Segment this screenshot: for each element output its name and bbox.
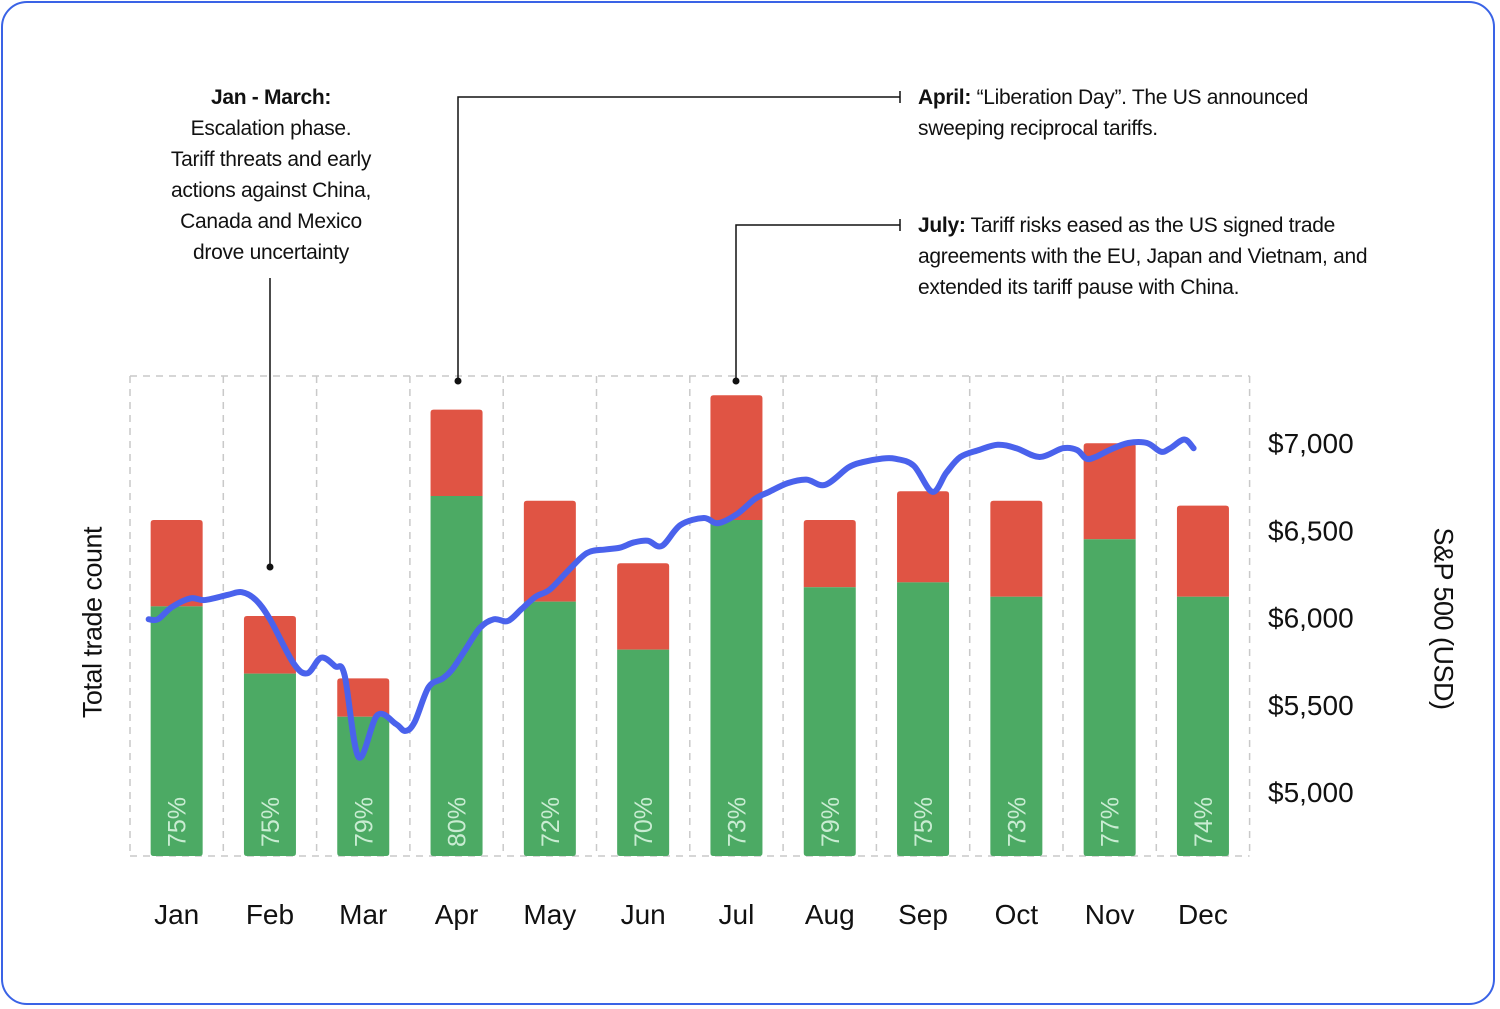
x-tick-label: Apr [435, 899, 479, 930]
bar-green-jun [617, 649, 670, 856]
x-tick-label: Sep [898, 899, 948, 930]
annotation-april: April: “Liberation Day”. The US announce… [918, 82, 1388, 144]
bar-percent-label: 73% [723, 797, 751, 847]
annotation-jan-march-line: actions against China, [170, 179, 372, 202]
bar-green-dec [1176, 596, 1229, 856]
bar-green-jan [150, 606, 203, 856]
x-tick-label: Jun [621, 899, 666, 930]
y-tick-label-right: $5,000 [1268, 777, 1354, 808]
bar-percent-label: 79% [817, 797, 845, 847]
bar-green-aug [803, 587, 856, 856]
x-tick-label: Dec [1178, 899, 1228, 930]
labels: 75% Jan 75% Feb 79% Mar 80% Apr 72% May 70% Jun 73% J… [154, 428, 1354, 930]
bar-green-sep [897, 582, 950, 856]
bar-green-may [523, 601, 576, 856]
bar-percent-label: 75% [164, 797, 192, 847]
bar-percent-label: 74% [1190, 797, 1218, 847]
leader-dot [266, 563, 274, 571]
bar-green-apr [430, 496, 483, 856]
bar-percent-label: 72% [537, 797, 565, 847]
leader-april [457, 96, 900, 381]
bar-green-nov [1083, 539, 1136, 856]
bar-green-mar [337, 716, 390, 856]
bar-percent-label: 77% [1097, 797, 1125, 847]
bar-percent-label: 80% [444, 797, 472, 847]
bar-red-dec [1176, 505, 1229, 597]
bar-red-apr [430, 409, 483, 496]
annotation-jan-march-line: Canada and Mexico [180, 210, 362, 233]
bar-red-oct [990, 500, 1043, 597]
bar-percent-label: 75% [910, 797, 938, 847]
x-tick-label: Jul [719, 899, 755, 930]
y-axis-title-right: S&P 500 (USD) [1428, 527, 1459, 710]
y-tick-label-right: $6,500 [1268, 515, 1354, 546]
y-axis-title-left: Total trade count [77, 526, 108, 719]
x-tick-label: May [523, 899, 576, 930]
bar-percent-label: 79% [350, 797, 378, 847]
x-tick-label: Feb [246, 899, 294, 930]
bar-percent-label: 75% [257, 797, 285, 847]
x-tick-label: Aug [805, 899, 855, 930]
annotation-july-text: Tariff risks eased as the US signed trad… [918, 214, 1368, 299]
bar-green-jul [710, 520, 763, 856]
annotation-jan-march-line: Tariff threats and early [170, 148, 372, 171]
bar-red-feb [243, 616, 296, 674]
annotation-april-text: “Liberation Day”. The US announced sweep… [918, 86, 1309, 140]
y-tick-label-right: $5,500 [1268, 690, 1354, 721]
leader-dot [732, 377, 740, 385]
annotation-jan-march-title: Jan - March: [210, 86, 332, 109]
bars [150, 395, 1229, 856]
x-tick-label: Mar [339, 899, 387, 930]
annotation-jan-march: Jan - March: Escalation phase. Tariff th… [130, 82, 412, 268]
annotation-jan-march-line: drove uncertainty [193, 241, 349, 264]
bar-green-oct [990, 596, 1043, 856]
x-tick-label: Jan [154, 899, 199, 930]
bar-red-aug [803, 520, 856, 588]
leader-july [735, 224, 900, 381]
bar-red-sep [897, 491, 950, 583]
leader-dot [454, 377, 462, 385]
annotation-jan-march-line: Escalation phase. [190, 117, 352, 140]
annotation-july-title: July: [918, 214, 966, 237]
x-tick-label: Oct [995, 899, 1039, 930]
bar-red-jun [617, 563, 670, 650]
y-tick-label-right: $7,000 [1268, 428, 1354, 459]
bar-red-jul [710, 395, 763, 520]
sp500-line [145, 436, 1197, 761]
bar-red-nov [1083, 443, 1136, 540]
bar-percent-label: 73% [1003, 797, 1031, 847]
annotation-leaders [266, 91, 901, 571]
sp500-line-layer [145, 436, 1197, 761]
bar-red-jan [150, 520, 203, 607]
bar-percent-label: 70% [630, 797, 658, 847]
bar-green-feb [243, 673, 296, 856]
annotation-july: July: Tariff risks eased as the US signe… [918, 210, 1388, 303]
annotation-april-title: April: [918, 86, 972, 109]
x-tick-label: Nov [1085, 899, 1135, 930]
y-tick-label-right: $6,000 [1268, 603, 1354, 634]
column-grid [129, 375, 1251, 857]
